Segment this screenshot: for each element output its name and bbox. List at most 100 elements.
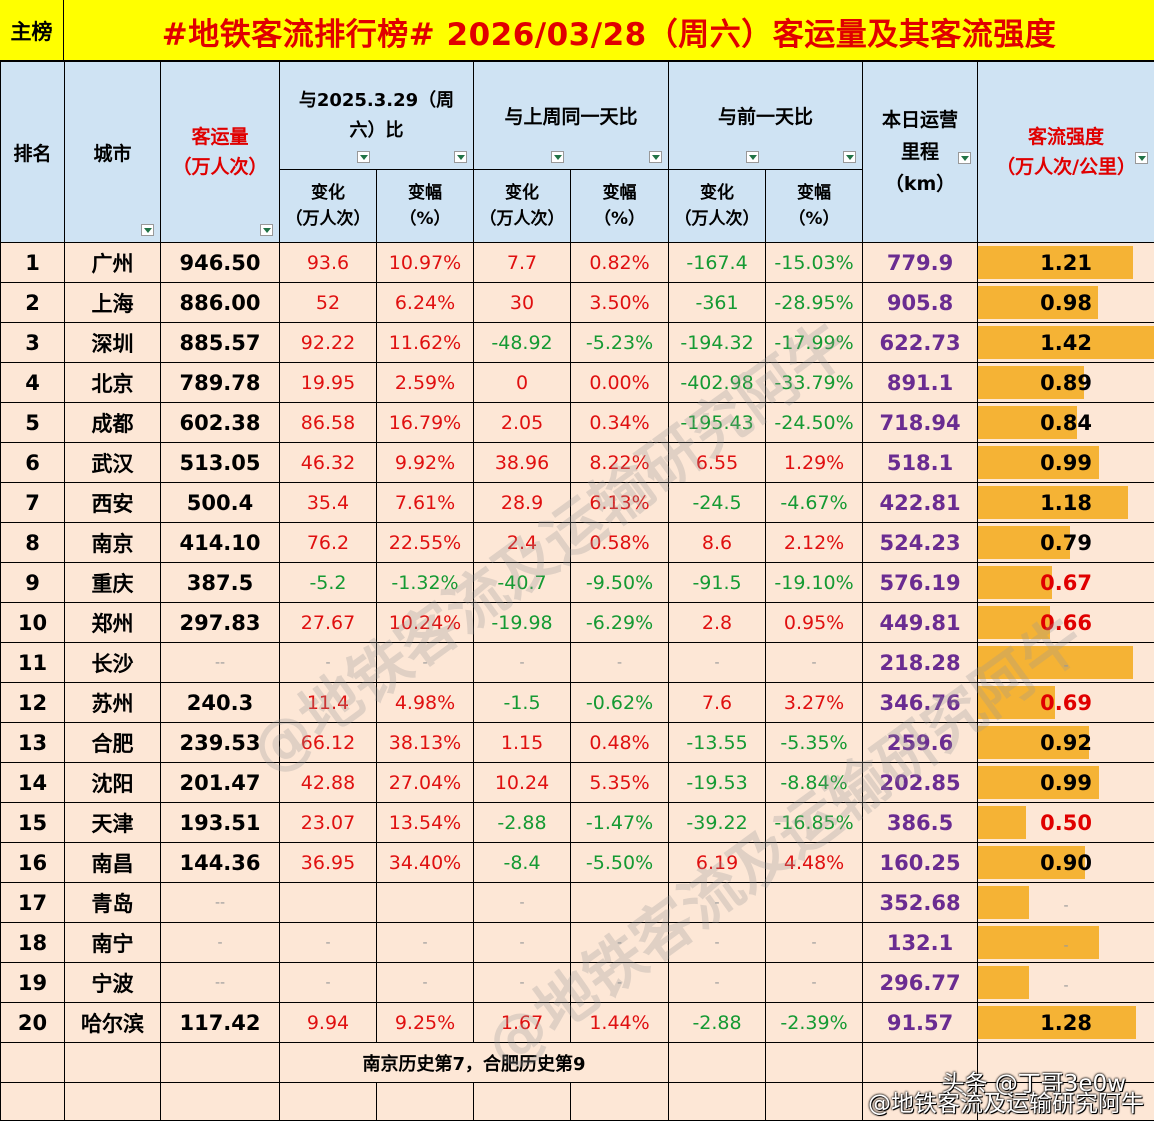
table-row[interactable]: 1 广州 946.50 93.6 10.97% 7.7 0.82% -167.4 -15.03%… bbox=[0, 242, 1154, 283]
volume-cell: 387.5 bbox=[160, 562, 280, 603]
yoy-pct-cell: 13.54% bbox=[375, 802, 475, 843]
wow-change-cell: -8.4 bbox=[473, 842, 572, 883]
wow-change-cell: 1.15 bbox=[473, 722, 572, 763]
table-row[interactable]: 9 重庆 387.5 -5.2 -1.32% -40.7 -9.50% -91.5 -19.10… bbox=[0, 562, 1154, 603]
city-cell: 苏州 bbox=[64, 682, 161, 723]
intensity-value: 0.79 bbox=[1040, 530, 1092, 555]
intensity-value: 0.69 bbox=[1040, 690, 1092, 715]
yoy-pct-cell: 16.79% bbox=[375, 402, 475, 443]
wow-pct-cell: 0.34% bbox=[570, 402, 670, 443]
intensity-cell: - bbox=[977, 642, 1154, 683]
yoy-change-cell: 9.94 bbox=[279, 1002, 377, 1043]
col-yoy[interactable]: 与2025.3.29（周 六）比 bbox=[278, 61, 475, 170]
volume-cell: 201.47 bbox=[160, 762, 280, 803]
mileage-cell: 524.23 bbox=[862, 522, 979, 563]
intensity-value: - bbox=[1063, 977, 1069, 994]
col-intensity[interactable]: 客流强度 （万人次/公里） bbox=[977, 61, 1154, 243]
table-row[interactable]: 15 天津 193.51 23.07 13.54% -2.88 -1.47% -39.22 -1… bbox=[0, 802, 1154, 843]
city-cell: 南宁 bbox=[64, 922, 161, 963]
yoy-change-cell: 42.88 bbox=[279, 762, 377, 803]
main-list-tag: 主榜 bbox=[0, 0, 64, 62]
yoy-pct-cell: 10.97% bbox=[375, 242, 475, 283]
filter-dropdown-icon[interactable] bbox=[649, 151, 663, 163]
sub-col-pct: 变幅 （%） bbox=[570, 169, 670, 243]
table-row[interactable]: 7 西安 500.4 35.4 7.61% 28.9 6.13% -24.5 -4.67% 422… bbox=[0, 482, 1154, 523]
volume-cell: 240.3 bbox=[160, 682, 280, 723]
table-row[interactable]: 20 哈尔滨 117.42 9.94 9.25% 1.67 1.44% -2.88 -2.39%… bbox=[0, 1002, 1154, 1043]
col-volume[interactable]: 客运量 （万人次） bbox=[160, 61, 280, 243]
filter-dropdown-icon[interactable] bbox=[551, 151, 565, 163]
note-cell bbox=[64, 1042, 161, 1083]
intensity-value: 1.21 bbox=[1040, 250, 1092, 275]
intensity-bar bbox=[978, 486, 1128, 519]
intensity-cell: 1.21 bbox=[977, 242, 1154, 283]
col-mileage[interactable]: 本日运营 里程 （km） bbox=[862, 61, 979, 243]
table-row[interactable]: 12 苏州 240.3 11.4 4.98% -1.5 -0.62% 7.6 3.27% 346.… bbox=[0, 682, 1154, 723]
filter-dropdown-icon[interactable] bbox=[958, 152, 972, 164]
col-wow[interactable]: 与上周同一天比 bbox=[473, 61, 670, 170]
yoy-change-cell: 52 bbox=[279, 282, 377, 323]
table-row[interactable]: 19 宁波 -- - - - - - -296.77- bbox=[0, 962, 1154, 1003]
table-row[interactable]: 11 长沙 -- - - - - - -218.28- bbox=[0, 642, 1154, 683]
city-cell: 深圳 bbox=[64, 322, 161, 363]
table-row[interactable]: 8 南京 414.10 76.2 22.55% 2.4 0.58% 8.6 2.12% 524.2… bbox=[0, 522, 1154, 563]
wow-change-cell: -40.7 bbox=[473, 562, 572, 603]
wow-change-cell: - bbox=[473, 642, 572, 683]
filter-dropdown-icon[interactable] bbox=[746, 151, 760, 163]
dod-change-cell: 6.55 bbox=[668, 442, 767, 483]
filter-dropdown-icon[interactable] bbox=[141, 224, 154, 236]
city-cell: 长沙 bbox=[64, 642, 161, 683]
intensity-value: 0.66 bbox=[1040, 610, 1092, 635]
table-row[interactable]: 5 成都 602.38 86.58 16.79% 2.05 0.34% -195.43 -24.… bbox=[0, 402, 1154, 443]
history-note: 南京历史第7，合肥历史第9 bbox=[278, 1042, 670, 1083]
filter-dropdown-icon[interactable] bbox=[454, 151, 468, 163]
table-row[interactable]: 13 合肥 239.53 66.12 38.13% 1.15 0.48% -13.55 -5.3… bbox=[0, 722, 1154, 763]
volume-cell: 117.42 bbox=[160, 1002, 280, 1043]
dod-pct-cell: - bbox=[765, 642, 864, 683]
yoy-change-cell: 11.4 bbox=[279, 682, 377, 723]
yoy-pct-cell: 34.40% bbox=[375, 842, 475, 883]
sub-col-change: 变化 （万人次） bbox=[279, 169, 377, 243]
col-city[interactable]: 城市 bbox=[64, 61, 161, 243]
filter-dropdown-icon[interactable] bbox=[843, 151, 857, 163]
table-row[interactable]: 14 沈阳 201.47 42.88 27.04% 10.24 5.35% -19.53 -8.… bbox=[0, 762, 1154, 803]
dod-pct-cell: 3.27% bbox=[765, 682, 864, 723]
intensity-cell: 0.89 bbox=[977, 362, 1154, 403]
col-rank: 排名 bbox=[0, 61, 65, 243]
dod-pct-cell: -28.95% bbox=[765, 282, 864, 323]
mileage-cell: 718.94 bbox=[862, 402, 979, 443]
intensity-bar bbox=[978, 766, 1100, 799]
yoy-change-cell: 66.12 bbox=[279, 722, 377, 763]
city-cell: 南昌 bbox=[64, 842, 161, 883]
dod-change-cell: - bbox=[668, 882, 767, 923]
volume-cell: 144.36 bbox=[160, 842, 280, 883]
table-row[interactable]: 4 北京 789.78 19.95 2.59% 0 0.00% -402.98 -33.79% 8… bbox=[0, 362, 1154, 403]
col-dod[interactable]: 与前一天比 bbox=[668, 61, 864, 170]
filter-dropdown-icon[interactable] bbox=[357, 151, 371, 163]
intensity-cell: - bbox=[977, 882, 1154, 923]
dod-change-cell: - bbox=[668, 962, 767, 1003]
mileage-cell: 352.68 bbox=[862, 882, 979, 923]
intensity-cell: 0.50 bbox=[977, 802, 1154, 843]
yoy-change-cell: - bbox=[279, 922, 377, 963]
table-row[interactable]: 6 武汉 513.05 46.32 9.92% 38.96 8.22% 6.55 1.29% 51… bbox=[0, 442, 1154, 483]
dod-pct-cell: -17.99% bbox=[765, 322, 864, 363]
table-row[interactable]: 2 上海 886.00 52 6.24% 30 3.50% -361 -28.95% 905.8 0… bbox=[0, 282, 1154, 323]
intensity-cell: 0.79 bbox=[977, 522, 1154, 563]
mileage-cell: 622.73 bbox=[862, 322, 979, 363]
table-row[interactable]: 10 郑州 297.83 27.67 10.24% -19.98 -6.29% 2.8 0.95… bbox=[0, 602, 1154, 643]
wow-change-cell: 30 bbox=[473, 282, 572, 323]
filter-dropdown-icon[interactable] bbox=[1135, 152, 1149, 164]
table-row[interactable]: 18 南宁 - - - - - - -132.1- bbox=[0, 922, 1154, 963]
mileage-cell: 202.85 bbox=[862, 762, 979, 803]
blank-cell bbox=[473, 1082, 572, 1121]
wow-change-cell: 7.7 bbox=[473, 242, 572, 283]
wow-pct-cell: 3.50% bbox=[570, 282, 670, 323]
filter-dropdown-icon[interactable] bbox=[260, 224, 273, 236]
yoy-change-cell: 36.95 bbox=[279, 842, 377, 883]
table-row[interactable]: 17 青岛 -- - -352.68- bbox=[0, 882, 1154, 923]
table-row[interactable]: 16 南昌 144.36 36.95 34.40% -8.4 -5.50% 6.19 4.48%… bbox=[0, 842, 1154, 883]
note-cell bbox=[0, 1042, 65, 1083]
note-cell bbox=[668, 1042, 767, 1083]
table-row[interactable]: 3 深圳 885.57 92.22 11.62% -48.92 -5.23% -194.32-… bbox=[0, 322, 1154, 363]
